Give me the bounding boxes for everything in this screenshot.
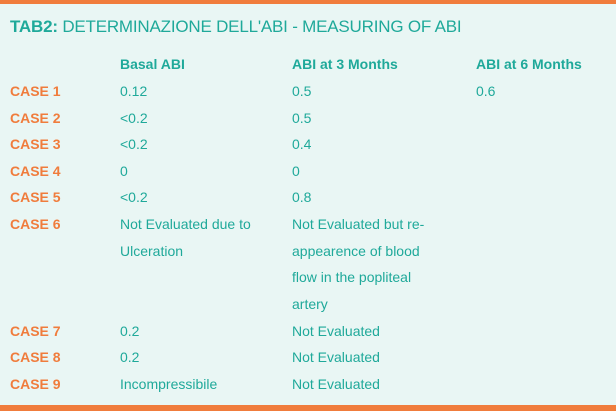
table-title-text: DETERMINAZIONE DELL'ABI - MEASURING OF A…: [57, 17, 462, 36]
abi-3-months-cell: 0.5: [292, 83, 312, 99]
basal-abi-cell: 0: [120, 162, 128, 179]
abi-6-months-cell: 0.6: [476, 83, 496, 99]
table-title-prefix: TAB2:: [10, 17, 58, 36]
abi-3-months-cell: 0.8: [292, 189, 312, 206]
abi-3-months-cell: 0.4: [292, 136, 312, 153]
column-header-abi-3-months: ABI at 3 Months: [292, 56, 398, 72]
bottom-border-bar: [0, 405, 616, 411]
case-label: CASE 9: [10, 376, 61, 392]
basal-abi-cell: <0.2: [120, 109, 148, 126]
abi-3-months-cell: 0: [292, 162, 300, 179]
abi-3-months-cell: Not Evaluated: [292, 322, 380, 339]
basal-abi-cell: Not Evaluated due to Ulceration: [120, 216, 251, 259]
case-label: CASE 1: [10, 83, 61, 99]
table-title: TAB2: DETERMINAZIONE DELL'ABI - MEASURIN…: [10, 17, 462, 37]
case-label: CASE 8: [10, 349, 61, 366]
basal-abi-cell: 0.2: [120, 322, 140, 339]
case-label: CASE 5: [10, 189, 61, 206]
case-label: CASE 7: [10, 322, 61, 339]
abi-3-months-cell: Not Evaluated: [292, 349, 380, 366]
case-label: CASE 6: [10, 216, 61, 232]
table-panel: [0, 4, 616, 405]
basal-abi-cell: <0.2: [120, 189, 148, 206]
abi-3-months-cell: Not Evaluated but re-appearence of blood…: [292, 216, 425, 312]
abi-3-months-cell: Not Evaluated: [292, 376, 380, 392]
basal-abi-cell: 0.12: [120, 83, 148, 99]
case-label: CASE 2: [10, 109, 61, 126]
basal-abi-cell: 0.2: [120, 349, 140, 366]
column-header-basal-abi: Basal ABI: [120, 56, 185, 72]
basal-abi-cell: <0.2: [120, 136, 148, 153]
column-header-abi-6-months: ABI at 6 Months: [476, 56, 582, 72]
basal-abi-cell: Incompressibile: [120, 376, 218, 392]
top-border-bar: [0, 0, 616, 4]
case-label: CASE 4: [10, 162, 61, 179]
case-label: CASE 3: [10, 136, 61, 153]
abi-3-months-cell: 0.5: [292, 109, 312, 126]
